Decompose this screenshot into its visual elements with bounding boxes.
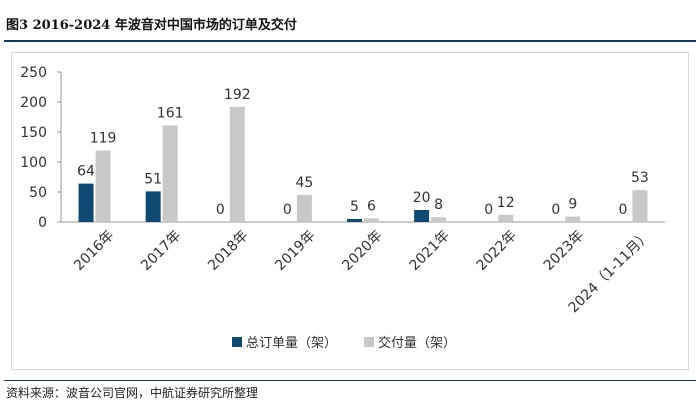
data-label: 5 bbox=[350, 199, 359, 215]
bar-deliveries bbox=[498, 214, 514, 222]
x-tick-label: 2023年 bbox=[541, 228, 587, 274]
x-tick-label: 2018年 bbox=[205, 228, 251, 274]
y-tick-label: 50 bbox=[29, 185, 47, 201]
legend-swatch bbox=[364, 337, 374, 347]
bar-deliveries bbox=[565, 216, 581, 222]
data-label: 51 bbox=[144, 171, 162, 187]
title-rule bbox=[4, 40, 696, 42]
figure-title: 图3 2016-2024 年波音对中国市场的订单及交付 bbox=[6, 18, 297, 33]
y-tick-label: 0 bbox=[38, 215, 47, 231]
bar-deliveries bbox=[431, 217, 447, 222]
y-tick-label: 100 bbox=[20, 155, 47, 171]
bar-deliveries bbox=[296, 195, 312, 222]
bar-deliveries bbox=[95, 150, 111, 222]
x-tick-label: 2019年 bbox=[272, 228, 318, 274]
x-tick-label: 2021年 bbox=[407, 228, 453, 274]
bar-deliveries bbox=[162, 125, 178, 222]
y-tick-label: 150 bbox=[20, 125, 47, 141]
bar-orders bbox=[78, 183, 94, 222]
data-label: 64 bbox=[77, 164, 95, 180]
data-label: 12 bbox=[497, 195, 515, 211]
y-tick-label: 200 bbox=[20, 95, 47, 111]
legend-label: 交付量（架） bbox=[378, 335, 456, 351]
data-label: 119 bbox=[90, 131, 117, 147]
bar-orders bbox=[414, 210, 430, 222]
chart-frame bbox=[11, 52, 689, 370]
bar-deliveries bbox=[364, 218, 379, 222]
data-label: 0 bbox=[551, 202, 560, 218]
data-label: 9 bbox=[568, 197, 577, 213]
y-tick-label: 250 bbox=[20, 65, 47, 81]
x-tick-label: 2017年 bbox=[138, 228, 184, 274]
data-label: 45 bbox=[295, 175, 313, 191]
data-label: 0 bbox=[618, 202, 627, 218]
source-rule bbox=[4, 380, 696, 381]
legend-label: 总订单量（架） bbox=[246, 336, 337, 351]
x-tick-label: 2022年 bbox=[474, 228, 520, 274]
data-label: 0 bbox=[216, 202, 225, 218]
x-tick-label: 2016年 bbox=[71, 228, 117, 274]
bar-orders bbox=[347, 219, 362, 222]
data-label: 8 bbox=[434, 197, 443, 213]
x-tick-label: 2020年 bbox=[339, 228, 385, 274]
bar-deliveries bbox=[229, 106, 245, 222]
source-note: 资料来源：波音公司官网，中航证券研究所整理 bbox=[6, 386, 259, 400]
bar-deliveries bbox=[632, 190, 648, 222]
data-label: 20 bbox=[413, 190, 431, 206]
data-label: 6 bbox=[367, 198, 376, 214]
data-label: 53 bbox=[631, 170, 649, 186]
bar-orders bbox=[145, 191, 161, 222]
data-label: 0 bbox=[484, 202, 493, 218]
data-label: 0 bbox=[283, 202, 292, 218]
data-label: 161 bbox=[157, 105, 184, 121]
legend-swatch bbox=[232, 337, 242, 347]
data-label: 192 bbox=[224, 87, 251, 103]
